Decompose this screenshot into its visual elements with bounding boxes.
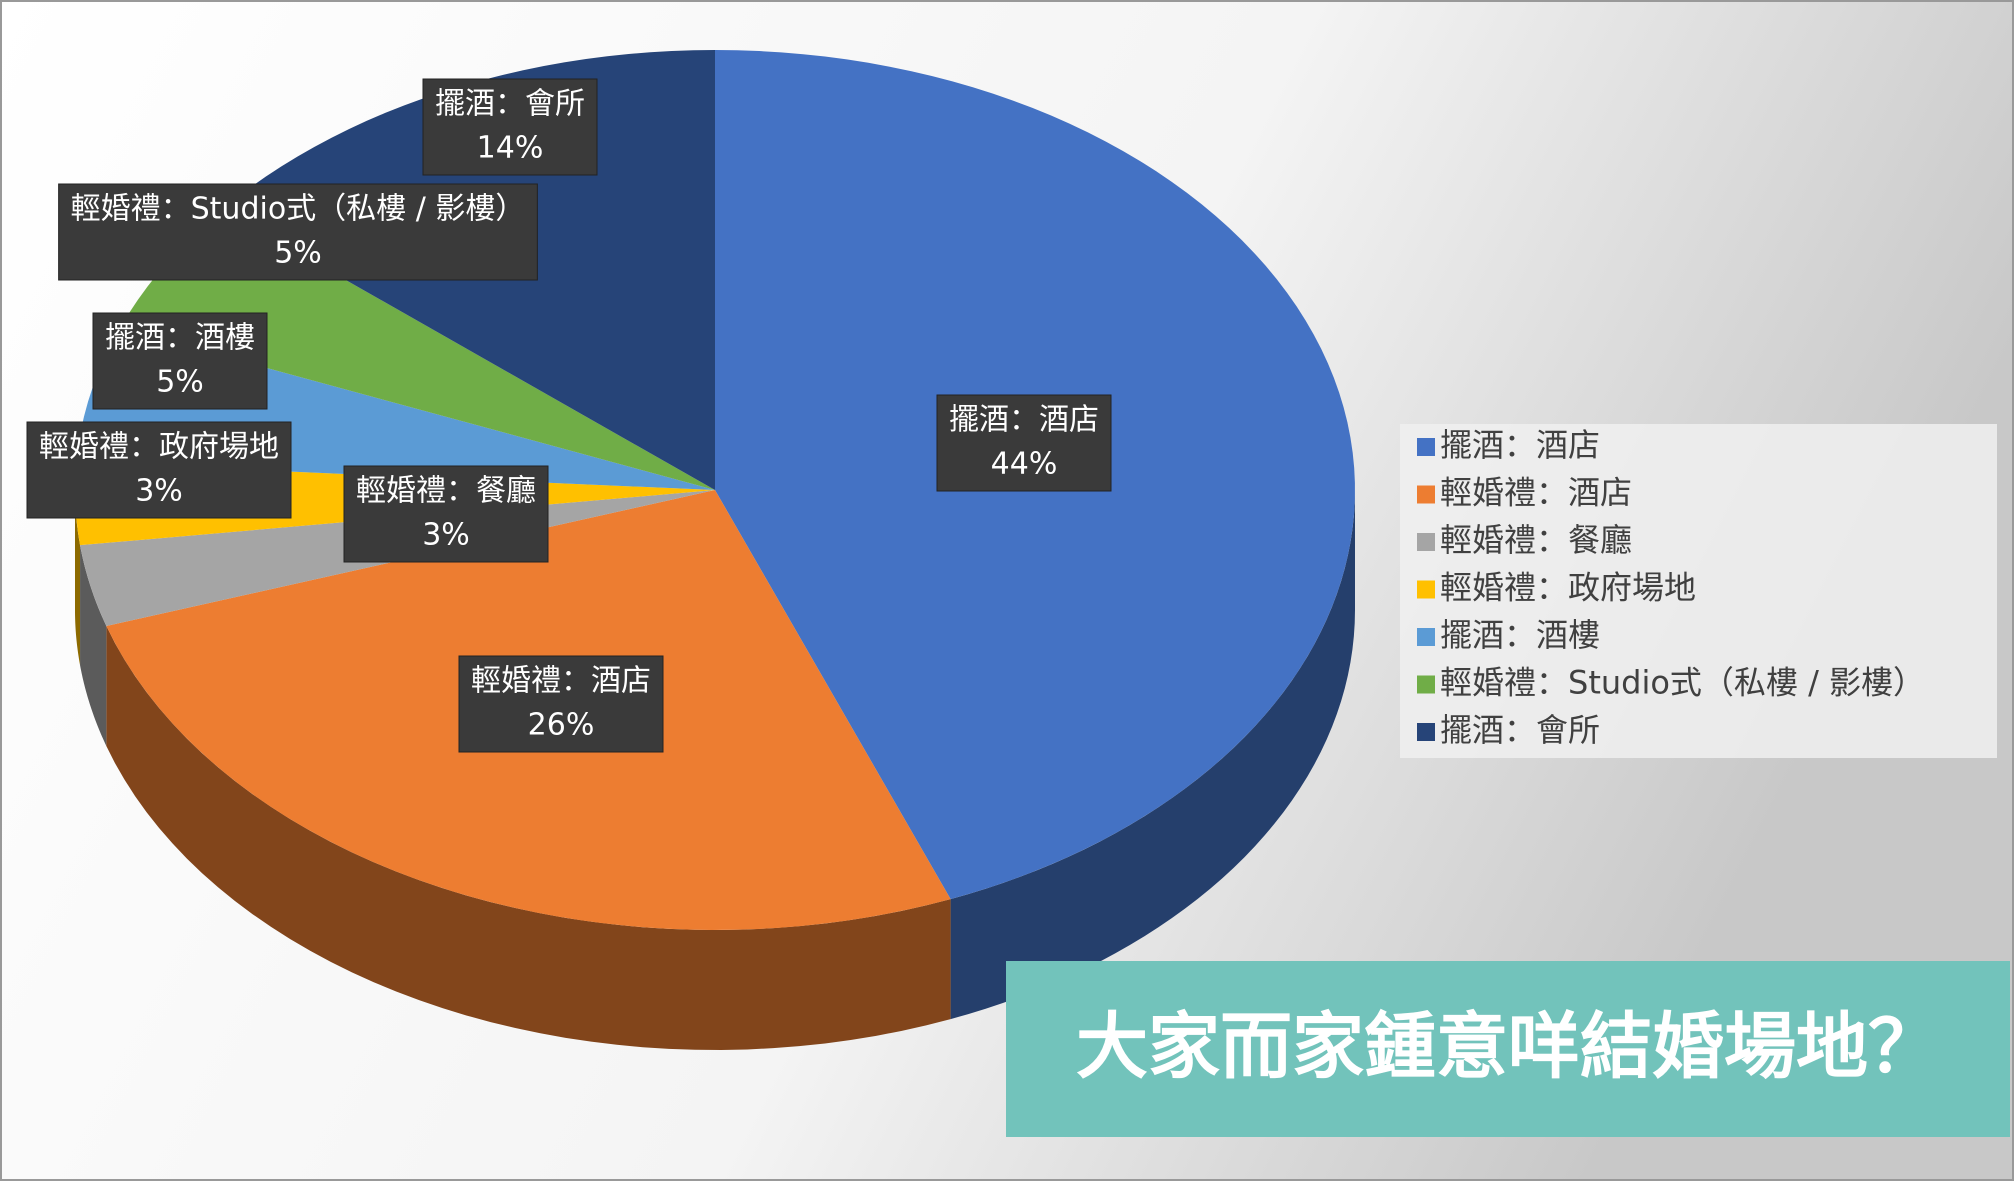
legend-swatch (1417, 580, 1435, 599)
legend-swatch (1417, 533, 1435, 551)
data-label-category: 擺酒：會所 (435, 87, 585, 122)
slice-side (80, 545, 107, 746)
data-label-category: 擺酒：酒店 (949, 403, 1099, 438)
data-label-category: 輕婚禮：酒店 (471, 664, 651, 699)
legend-swatch (1417, 675, 1435, 694)
data-label-category: 輕婚禮：Studio式（私樓 / 影樓） (71, 192, 526, 227)
data-label-category: 輕婚禮：政府場地 (39, 430, 279, 465)
data-label-value: 5% (274, 236, 322, 271)
title-box (1006, 961, 2010, 1137)
data-label-box (26, 421, 292, 519)
data-labels: 擺酒：酒店 44% 輕婚禮：酒店 26% 輕婚禮：餐廳 3% 輕婚禮：政府場地 3% 擺酒：酒樓… (26, 78, 1112, 753)
data-label-value: 14% (477, 131, 544, 166)
slice-side (106, 625, 951, 1050)
data-label-category: 擺酒：酒樓 (105, 321, 255, 356)
data-label-value: 44% (991, 447, 1058, 482)
data-label-box (343, 465, 549, 563)
legend-label: 擺酒：會所 (1440, 711, 1600, 749)
legend: 擺酒：酒店輕婚禮：酒店輕婚禮：餐廳輕婚禮：政府場地擺酒：酒樓輕婚禮：Studio… (1417, 426, 1925, 749)
legend-label: 輕婚禮：酒店 (1440, 474, 1632, 512)
data-label-value: 26% (528, 708, 595, 743)
slice-side (75, 490, 81, 666)
slice-side (950, 490, 1355, 1020)
data-label-box (422, 78, 598, 176)
data-label-value: 3% (135, 474, 183, 509)
data-label-category: 輕婚禮：餐廳 (356, 474, 536, 509)
legend-label: 輕婚禮：Studio式（私樓 / 影樓） (1440, 664, 1925, 702)
data-label-box (58, 183, 538, 281)
legend-label: 輕婚禮：政府場地 (1440, 569, 1696, 607)
chart-title: 大家而家鍾意咩結婚場地？ (1076, 1005, 1940, 1089)
legend-swatch (1417, 438, 1435, 456)
legend-label: 擺酒：酒店 (1440, 426, 1600, 464)
legend-label: 擺酒：酒樓 (1440, 616, 1600, 654)
data-label-box (458, 655, 664, 753)
data-label-box (92, 312, 268, 410)
data-label-box (936, 394, 1112, 492)
data-label-value: 3% (422, 518, 470, 553)
legend-swatch (1417, 628, 1435, 646)
data-label-value: 5% (156, 365, 204, 400)
legend-swatch (1417, 485, 1435, 504)
legend-box (1400, 424, 1997, 758)
legend-swatch (1417, 723, 1435, 741)
legend-label: 輕婚禮：餐廳 (1440, 521, 1632, 559)
